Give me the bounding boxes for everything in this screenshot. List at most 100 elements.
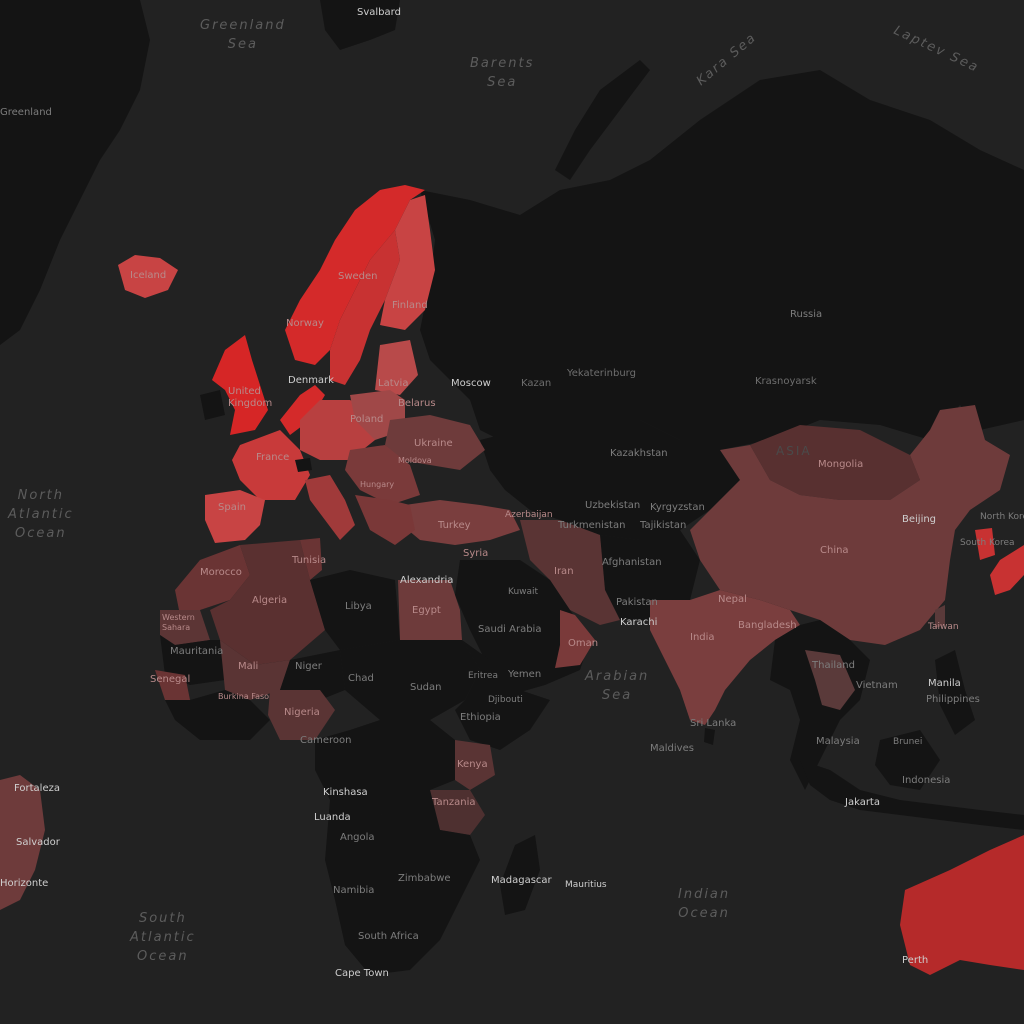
yemen-label[interactable]: Yemen bbox=[508, 669, 542, 680]
australia-shape[interactable] bbox=[900, 835, 1024, 975]
china-shape[interactable] bbox=[690, 405, 1010, 645]
madagascar-shape[interactable] bbox=[500, 835, 540, 915]
sweden-shape[interactable] bbox=[330, 230, 400, 385]
senegal-label[interactable]: Senegal bbox=[150, 674, 191, 685]
afghanistan-label[interactable]: Afghanistan bbox=[602, 557, 662, 568]
russia-label[interactable]: Russia bbox=[790, 309, 823, 320]
spain-shape[interactable] bbox=[205, 490, 265, 543]
japan-shape[interactable] bbox=[990, 545, 1024, 595]
iran-shape[interactable] bbox=[520, 520, 620, 625]
kyrgyzstan-label[interactable]: Kyrgyzstan bbox=[650, 502, 705, 513]
sudan-label[interactable]: Sudan bbox=[410, 682, 442, 693]
brunei-label[interactable]: Brunei bbox=[893, 737, 923, 747]
china-label[interactable]: China bbox=[820, 545, 849, 556]
madagascar-label[interactable]: Madagascar bbox=[491, 875, 552, 886]
taiwan-shape[interactable] bbox=[935, 605, 945, 628]
central-asia-shape[interactable] bbox=[480, 410, 740, 540]
mauritania-shape[interactable] bbox=[160, 635, 225, 685]
nepal-label[interactable]: Nepal bbox=[718, 594, 747, 605]
morocco-shape[interactable] bbox=[175, 545, 250, 615]
mongolia-shape[interactable] bbox=[750, 425, 920, 500]
saudi-arabia-label[interactable]: Saudi Arabia bbox=[478, 624, 542, 635]
eastern-europe-shape[interactable] bbox=[345, 445, 420, 505]
kenya-shape[interactable] bbox=[455, 740, 495, 790]
north-korea-label[interactable]: North Korea bbox=[980, 512, 1024, 522]
norway-shape[interactable] bbox=[285, 185, 425, 365]
morocco-label[interactable]: Morocco bbox=[200, 567, 242, 578]
eritrea-label[interactable]: Eritrea bbox=[468, 671, 498, 681]
tajikistan-label[interactable]: Tajikistan bbox=[640, 520, 687, 531]
italy-shape[interactable] bbox=[305, 475, 355, 540]
ethiopia-label[interactable]: Ethiopia bbox=[460, 712, 501, 723]
egypt-label[interactable]: Egypt bbox=[412, 605, 441, 616]
niger-shape[interactable] bbox=[280, 650, 345, 700]
norway-label[interactable]: Norway bbox=[286, 318, 324, 329]
ukraine-label[interactable]: Ukraine bbox=[414, 438, 453, 449]
mali-label[interactable]: Mali bbox=[238, 661, 259, 672]
maldives-label[interactable]: Maldives bbox=[650, 743, 694, 754]
vietnam-label[interactable]: Vietnam bbox=[856, 680, 898, 691]
iceland-shape[interactable] bbox=[118, 255, 178, 298]
egypt-shape[interactable] bbox=[398, 580, 462, 640]
mongolia-label[interactable]: Mongolia bbox=[818, 459, 864, 470]
pakistan-label[interactable]: Pakistan bbox=[616, 597, 658, 608]
oman-shape[interactable] bbox=[555, 610, 595, 668]
south-africa-label[interactable]: South Africa bbox=[358, 931, 419, 942]
zimbabwe-label[interactable]: Zimbabwe bbox=[398, 873, 451, 884]
tanzania-label[interactable]: Tanzania bbox=[432, 797, 476, 808]
turkmenistan-label[interactable]: Turkmenistan bbox=[558, 520, 626, 531]
baltic-shape[interactable] bbox=[375, 340, 418, 395]
algeria-shape[interactable] bbox=[210, 540, 325, 665]
burkina-faso-label[interactable]: Burkina Faso bbox=[218, 692, 270, 701]
thailand-label[interactable]: Thailand bbox=[812, 660, 855, 671]
oman-label[interactable]: Oman bbox=[568, 638, 599, 649]
finland-shape[interactable] bbox=[380, 195, 435, 330]
ukraine-shape[interactable] bbox=[385, 415, 485, 470]
chad-label[interactable]: Chad bbox=[348, 673, 374, 684]
latvia-label[interactable]: Latvia bbox=[378, 378, 409, 389]
mali-shape[interactable] bbox=[220, 640, 290, 700]
west-africa-shape[interactable] bbox=[165, 690, 270, 740]
taiwan-label[interactable]: Taiwan bbox=[928, 622, 959, 632]
afghanistan-shape[interactable] bbox=[600, 530, 700, 620]
horn-africa-shape[interactable] bbox=[455, 640, 550, 750]
moldova-label[interactable]: Moldova bbox=[398, 456, 432, 465]
algeria-label[interactable]: Algeria bbox=[252, 595, 288, 606]
tunisia-shape[interactable] bbox=[300, 538, 322, 580]
libya-shape[interactable] bbox=[310, 570, 400, 650]
central-africa-shape[interactable] bbox=[315, 720, 455, 820]
malaysia-label[interactable]: Malaysia bbox=[816, 736, 860, 747]
spain-label[interactable]: Spain bbox=[218, 502, 246, 513]
turkey-label[interactable]: Turkey bbox=[438, 520, 471, 531]
benelux-denmark-shape[interactable] bbox=[280, 385, 325, 435]
djibouti-label[interactable]: Djibouti bbox=[488, 695, 523, 705]
namibia-label[interactable]: Namibia bbox=[333, 885, 375, 896]
niger-label[interactable]: Niger bbox=[295, 661, 322, 672]
kenya-label[interactable]: Kenya bbox=[457, 759, 488, 770]
russia-shape[interactable] bbox=[420, 70, 1024, 450]
belarus-label[interactable]: Belarus bbox=[398, 398, 436, 409]
france-label[interactable]: France bbox=[256, 452, 290, 463]
thailand-shape[interactable] bbox=[805, 650, 855, 710]
azerbaijan-label[interactable]: Azerbaijan bbox=[505, 510, 553, 520]
sweden-label[interactable]: Sweden bbox=[338, 271, 378, 282]
hungary-label[interactable]: Hungary bbox=[360, 480, 395, 489]
southeast-asia-shape[interactable] bbox=[770, 620, 870, 790]
poland-label[interactable]: Poland bbox=[350, 414, 384, 425]
uzbekistan-label[interactable]: Uzbekistan bbox=[585, 500, 641, 511]
india-shape[interactable] bbox=[650, 590, 800, 725]
bangladesh-label[interactable]: Bangladesh bbox=[738, 620, 797, 631]
uk-shape[interactable] bbox=[212, 335, 268, 435]
angola-label[interactable]: Angola bbox=[340, 832, 375, 843]
india-label[interactable]: India bbox=[690, 632, 715, 643]
philippines-shape[interactable] bbox=[935, 650, 975, 735]
senegal-shape[interactable] bbox=[155, 670, 190, 700]
finland-label[interactable]: Finland bbox=[392, 300, 428, 311]
tunisia-label[interactable]: Tunisia bbox=[292, 555, 327, 566]
balkans-shape[interactable] bbox=[355, 495, 415, 545]
chad-sudan-shape[interactable] bbox=[340, 640, 480, 720]
greenland-shape[interactable] bbox=[0, 0, 150, 345]
brazil-shape[interactable] bbox=[0, 775, 45, 910]
southern-africa-shape[interactable] bbox=[325, 790, 480, 975]
